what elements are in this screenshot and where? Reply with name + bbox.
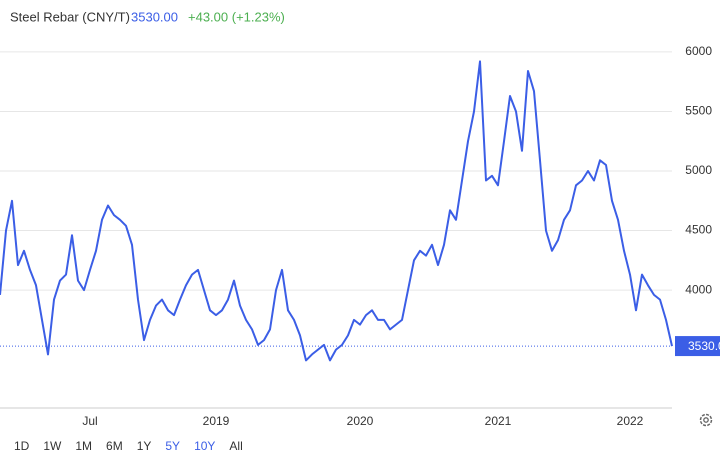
change: +43.00 (+1.23%) xyxy=(188,9,285,24)
y-tick-label: 4000 xyxy=(685,282,712,296)
range-button[interactable]: 6M xyxy=(106,439,123,453)
price-tag-label: 3530.00 xyxy=(688,339,720,353)
range-button[interactable]: 5Y xyxy=(165,439,180,453)
y-tick-label: 5000 xyxy=(685,163,712,177)
price-tag xyxy=(675,336,720,357)
x-tick-label: Jul xyxy=(82,414,97,428)
price-line xyxy=(0,60,673,362)
range-button[interactable]: 1D xyxy=(14,439,30,453)
y-tick-label: 4500 xyxy=(685,223,712,237)
range-button[interactable]: All xyxy=(229,439,242,453)
x-tick-label: 2020 xyxy=(347,414,374,428)
range-button[interactable]: 1Y xyxy=(137,439,152,453)
y-tick-label: 5500 xyxy=(685,104,712,118)
range-button[interactable]: 10Y xyxy=(194,439,215,453)
x-tick-label: 2019 xyxy=(203,414,230,428)
chart-title: Steel Rebar (CNY/T) xyxy=(10,9,130,24)
x-tick-label: 2022 xyxy=(617,414,644,428)
range-button[interactable]: 1M xyxy=(75,439,92,453)
x-tick-label: 2021 xyxy=(485,414,512,428)
y-tick-label: 6000 xyxy=(685,44,712,58)
settings-icon[interactable] xyxy=(699,413,713,427)
price: 3530.00 xyxy=(131,9,178,24)
range-button[interactable]: 1W xyxy=(43,439,62,453)
